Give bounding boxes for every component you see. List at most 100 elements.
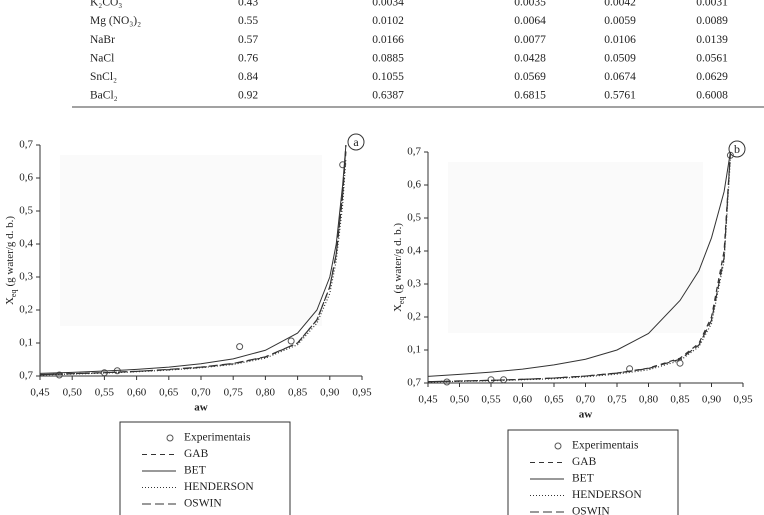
x-tick-label: 0,45: [30, 387, 50, 399]
model-curve: [427, 158, 731, 383]
model-curve: [427, 151, 731, 377]
panel-label: b: [734, 142, 740, 156]
x-axis-label: aw: [579, 409, 593, 421]
table-cell: K₂CO₃: [90, 0, 122, 9]
legend-label: Experimentais: [572, 440, 639, 452]
legend-label: Experimentais: [184, 432, 251, 444]
y-tick-label: 0,6: [407, 179, 421, 191]
table-cell: 0.0034: [372, 0, 404, 9]
y-label-symbol: X: [4, 297, 16, 305]
data-point: [55, 371, 63, 379]
table-cell: 0.57: [238, 34, 258, 46]
x-tick-label: 0,50: [63, 387, 83, 399]
y-label-unit: (g water/g d. b.): [392, 223, 404, 294]
x-tick-label: 0,55: [481, 394, 501, 406]
x-tick-label: 0,75: [607, 394, 627, 406]
y-tick-label: 0,5: [407, 212, 421, 224]
x-tick-label: 0,75: [224, 387, 244, 399]
table-cell: 0.0629: [696, 71, 728, 83]
model-curve: [39, 144, 347, 376]
data-point: [287, 337, 295, 345]
table-cell: SnCl₂: [90, 71, 117, 83]
y-tick-label: 0,2: [407, 311, 421, 323]
x-tick-label: 0,90: [320, 387, 340, 399]
table-cell: 0.92: [238, 90, 258, 102]
x-tick-label: 0,80: [639, 394, 659, 406]
y-tick-label: 0,7: [19, 370, 33, 382]
plot-background: [60, 155, 322, 326]
table-cell: NaBr: [90, 34, 115, 46]
x-tick-label: 0,95: [352, 387, 372, 399]
legend-box: [119, 421, 291, 515]
data-point: [339, 161, 347, 169]
x-tick-label: 0,70: [576, 394, 596, 406]
table-cell: NaCl: [90, 52, 114, 64]
table-cell: 0.0042: [604, 0, 636, 9]
table-cell: 0.0064: [514, 15, 546, 27]
data-point: [236, 343, 244, 351]
x-tick-label: 0,65: [159, 387, 179, 399]
table-cell: BaCl₂: [90, 90, 118, 102]
table-cell: 0.5761: [604, 90, 636, 102]
legend-label: OSWIN: [572, 506, 610, 515]
legend-label: BET: [572, 473, 594, 485]
table-cell: 0.0031: [696, 0, 728, 9]
x-tick-label: 0,55: [95, 387, 115, 399]
table-cell: 0.76: [238, 52, 258, 64]
y-label-subscript: eq: [397, 297, 406, 305]
x-tick-label: 0,50: [450, 394, 470, 406]
y-tick-label: 0,7: [407, 146, 421, 158]
legend-box: [507, 429, 679, 515]
x-tick-label: 0,60: [127, 387, 147, 399]
x-tick-label: 0,65: [544, 394, 564, 406]
x-tick-label: 0,80: [256, 387, 276, 399]
panel-label: a: [353, 135, 359, 149]
table-cell: 0.0035: [514, 0, 546, 9]
x-tick-label: 0,85: [670, 394, 690, 406]
table-cell: 0.6815: [514, 90, 546, 102]
y-axis-label: Xeq (g water/g d. b.): [392, 223, 406, 312]
x-tick-label: 0,45: [418, 394, 438, 406]
model-curve: [427, 151, 731, 383]
plot-background: [448, 162, 703, 333]
y-label-symbol: X: [392, 304, 404, 312]
table-cell: 0.55: [238, 15, 258, 27]
x-tick-label: 0,70: [191, 387, 211, 399]
table-cell: 0.0428: [514, 52, 546, 64]
legend-label: GAB: [184, 448, 209, 460]
table-cell: 0.0561: [696, 52, 728, 64]
table-cell: 0.0139: [696, 34, 728, 46]
data-point: [676, 359, 684, 367]
table-cell: 0.0077: [514, 34, 546, 46]
legend-marker: [166, 434, 174, 442]
table-cell: 0.0674: [604, 71, 636, 83]
y-label-subscript: eq: [9, 290, 18, 298]
y-tick-label: 0,7: [19, 139, 33, 151]
table-cell: 0.84: [238, 71, 258, 83]
y-tick-label: 0,1: [407, 344, 421, 356]
y-tick-label: 0,2: [19, 304, 33, 316]
table-cell: Mg (NO₃)₂: [90, 15, 141, 27]
model-curve: [39, 144, 347, 374]
legend-label: HENDERSON: [572, 489, 642, 501]
legend-label: HENDERSON: [184, 481, 254, 493]
x-tick-label: 0,60: [513, 394, 533, 406]
y-tick-label: 0,3: [19, 271, 33, 283]
y-tick-label: 0,3: [407, 278, 421, 290]
table-cell: 0.0885: [372, 52, 404, 64]
x-tick-label: 0,90: [702, 394, 722, 406]
table-cell: 0.0509: [604, 52, 636, 64]
table-cell: 0.1055: [372, 71, 404, 83]
table-cell: 0.6008: [696, 90, 728, 102]
x-tick-label: 0,85: [288, 387, 308, 399]
panel-badge: [347, 133, 365, 151]
y-tick-label: 0,5: [19, 205, 33, 217]
y-tick-label: 0,1: [19, 337, 33, 349]
table-cell: 0.0106: [604, 34, 636, 46]
table-cell: 0.0166: [372, 34, 404, 46]
y-axis-label: Xeq (g water/g d. b.): [4, 216, 18, 305]
table-cell: 0.0102: [372, 15, 404, 27]
table-cell: 0.43: [238, 0, 258, 9]
legend-label: GAB: [572, 456, 597, 468]
